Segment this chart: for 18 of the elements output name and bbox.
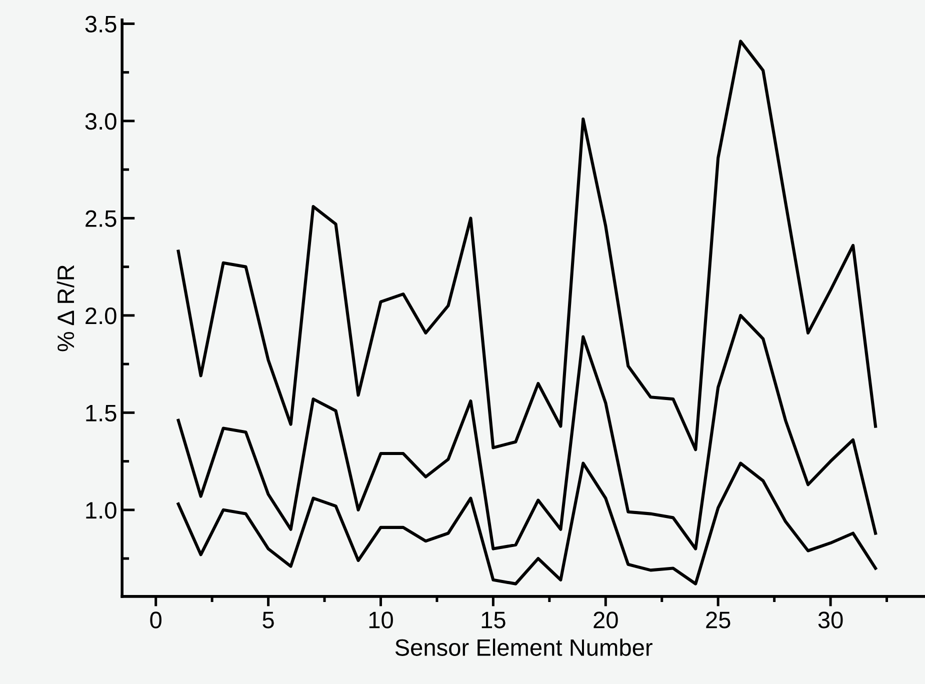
x-tick-label: 25 [706,612,730,628]
line-series [176,314,878,550]
y-tick-label: 2.0 [86,308,116,324]
y-tick-label: 3.5 [85,16,116,33]
x-tick-label: 10 [369,612,393,628]
line-series [176,462,878,586]
x-tick-label: 30 [818,612,843,628]
y-tick-label: 2.5 [86,210,116,227]
line-series [176,40,878,452]
y-tick-label: 3.0 [85,113,116,130]
y-tick-label: 1.5 [86,404,116,422]
x-axis-title: Sensor Element Number [395,638,652,656]
x-tick-label: 20 [594,612,618,628]
x-tick-label: 5 [262,612,274,628]
x-tick-label: 15 [482,612,506,628]
y-axis-title: % Δ R/R [56,265,74,352]
x-tick-label: 0 [150,612,162,628]
y-tick-label: 1.0 [86,502,116,519]
